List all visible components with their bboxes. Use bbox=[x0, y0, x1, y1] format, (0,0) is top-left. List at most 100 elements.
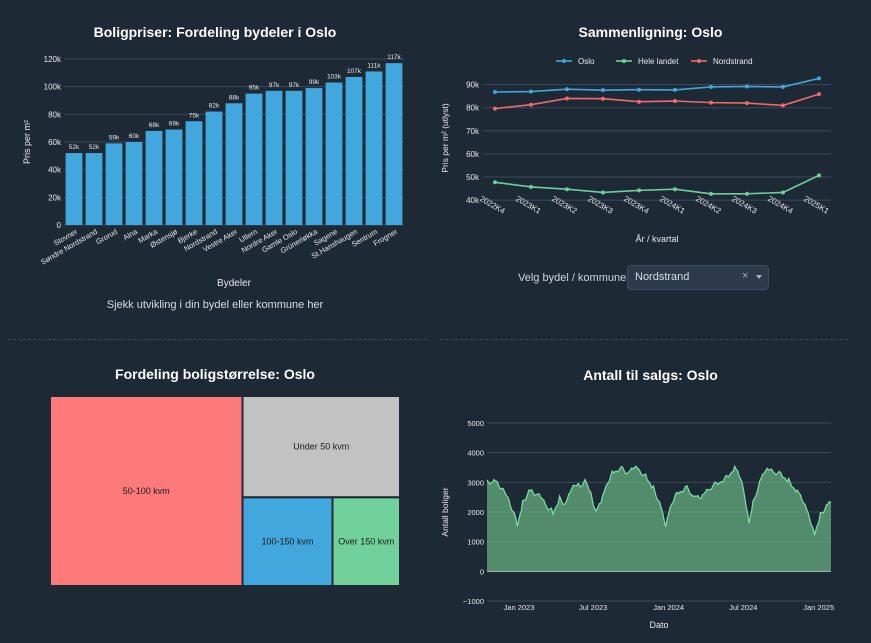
bar bbox=[205, 111, 223, 225]
bar bbox=[305, 88, 323, 225]
bar bbox=[165, 129, 183, 225]
legend-marker bbox=[697, 59, 701, 63]
series-point bbox=[601, 190, 605, 195]
treemap-title: Fordeling boligstørrelse: Oslo bbox=[115, 366, 315, 382]
x-axis-label: Dato bbox=[649, 620, 668, 630]
bar bbox=[85, 153, 103, 225]
x-tick-label: 2025K1 bbox=[802, 194, 831, 216]
series-point bbox=[781, 84, 785, 89]
x-axis-label: Bydeler bbox=[217, 278, 252, 289]
bar-value-label: 95k bbox=[249, 85, 260, 92]
section-divider-right bbox=[440, 339, 848, 340]
series-line bbox=[494, 174, 820, 195]
series-point bbox=[817, 173, 821, 178]
bar-value-label: 97k bbox=[289, 82, 300, 89]
treemap-panel: Fordeling boligstørrelse: Oslo 50-100 kv… bbox=[0, 345, 430, 638]
line-chart-panel: Sammenligning: Oslo 40k 50k 60k 70k 80k 90k 20… bbox=[430, 0, 871, 260]
y-tick-label: −1000 bbox=[463, 597, 484, 606]
bar bbox=[325, 82, 343, 226]
bar bbox=[105, 143, 123, 225]
y-tick-label: 60k bbox=[48, 138, 62, 147]
bar bbox=[285, 90, 303, 225]
x-tick-label: 2023K1 bbox=[514, 194, 543, 216]
series-point bbox=[673, 99, 677, 104]
series-point bbox=[781, 103, 785, 108]
treemap: 50-100 kvm Under 50 kvm 100-150 kvm Over 15… bbox=[49, 395, 401, 587]
bar-value-label: 103k bbox=[327, 74, 342, 81]
bar bbox=[125, 142, 143, 225]
bar-value-label: 107k bbox=[347, 68, 362, 75]
series-point bbox=[709, 84, 713, 89]
series-line bbox=[494, 77, 820, 93]
region-dropdown[interactable]: Nordstrand × bbox=[627, 265, 769, 290]
area-chart-panel: Antall til salgs: Oslo −1000 0 1000 2000 300… bbox=[430, 345, 871, 638]
y-axis-label: Antall boliger bbox=[440, 487, 450, 536]
series-point bbox=[673, 87, 677, 92]
x-tick-label: 2024K2 bbox=[694, 194, 723, 216]
area-fill bbox=[487, 466, 831, 572]
y-tick-label: 0 bbox=[57, 221, 62, 230]
bar bbox=[245, 93, 263, 225]
series-point bbox=[745, 84, 749, 89]
bar bbox=[145, 130, 163, 225]
bar bbox=[225, 103, 243, 225]
bar bbox=[265, 90, 283, 225]
series-point bbox=[745, 101, 749, 106]
x-tick-label: 2024K1 bbox=[658, 194, 687, 216]
x-tick-label: Jan 2024 bbox=[653, 603, 684, 612]
x-tick-label: 2022K4 bbox=[478, 194, 507, 216]
legend-marker bbox=[622, 59, 626, 63]
selector-row: Velg bydel / kommune: Nordstrand × bbox=[430, 265, 870, 290]
y-tick-label: 4000 bbox=[467, 449, 484, 458]
series-point bbox=[637, 99, 641, 104]
treemap-tile-label: Under 50 kvm bbox=[293, 442, 349, 452]
area-chart: −1000 0 1000 2000 3000 4000 5000 Jan 2023 Jul 20… bbox=[440, 419, 834, 630]
y-tick-label: 5000 bbox=[467, 419, 484, 428]
x-tick-label: Grorud bbox=[94, 227, 119, 246]
selector-label: Velg bydel / kommune: bbox=[518, 272, 630, 284]
series-point bbox=[817, 92, 821, 97]
treemap-tile bbox=[241, 395, 401, 499]
bar-chart-panel: Boligpriser: Fordeling bydeler i Oslo 0 2… bbox=[0, 0, 430, 330]
bar bbox=[385, 63, 403, 226]
y-tick-label: 20k bbox=[48, 193, 62, 202]
y-axis-label: Pris per m² bbox=[22, 120, 32, 164]
x-tick-label: Jan 2025 bbox=[803, 603, 834, 612]
line-chart-title: Sammenligning: Oslo bbox=[578, 24, 723, 40]
y-tick-label: 2000 bbox=[467, 508, 484, 517]
bar-value-label: 68k bbox=[149, 122, 160, 129]
legend-label: Nordstrand bbox=[713, 57, 753, 66]
bar-value-label: 52k bbox=[69, 144, 80, 151]
bar-value-label: 117k bbox=[387, 54, 401, 61]
series-point bbox=[529, 102, 533, 107]
bar bbox=[185, 121, 203, 225]
series-point bbox=[637, 87, 641, 92]
series-point bbox=[529, 184, 533, 189]
x-tick-label: 2024K3 bbox=[730, 194, 759, 216]
series-point bbox=[601, 96, 605, 101]
bar-chart-title: Boligpriser: Fordeling bydeler i Oslo bbox=[93, 24, 337, 40]
y-tick-label: 70k bbox=[466, 127, 480, 136]
series-point bbox=[529, 89, 533, 94]
y-tick-label: 50k bbox=[466, 173, 480, 182]
bar-value-label: 60k bbox=[129, 133, 140, 140]
series-point bbox=[601, 88, 605, 93]
x-tick-label: Jan 2023 bbox=[504, 603, 535, 612]
section-divider-left bbox=[8, 339, 427, 340]
x-tick-label: Jul 2023 bbox=[579, 603, 607, 612]
y-tick-label: 3000 bbox=[467, 478, 484, 487]
y-tick-label: 80k bbox=[48, 110, 62, 119]
series-point bbox=[817, 76, 821, 81]
bar-chart: 020k40k60k80k100k120k52kStovner52kSøndre… bbox=[22, 54, 404, 289]
region-dropdown-value: Nordstrand bbox=[635, 271, 690, 283]
bar-value-label: 52k bbox=[89, 144, 100, 151]
area-chart-title: Antall til salgs: Oslo bbox=[583, 367, 718, 383]
y-tick-label: 40k bbox=[466, 196, 480, 205]
x-tick-label: Jul 2024 bbox=[729, 603, 757, 612]
bar-value-label: 88k bbox=[229, 94, 240, 101]
clear-icon[interactable]: × bbox=[742, 270, 749, 282]
chevron-down-icon[interactable] bbox=[756, 275, 762, 279]
series-point bbox=[493, 106, 497, 111]
legend-marker bbox=[562, 59, 566, 63]
legend-label: Hele landet bbox=[638, 57, 679, 66]
